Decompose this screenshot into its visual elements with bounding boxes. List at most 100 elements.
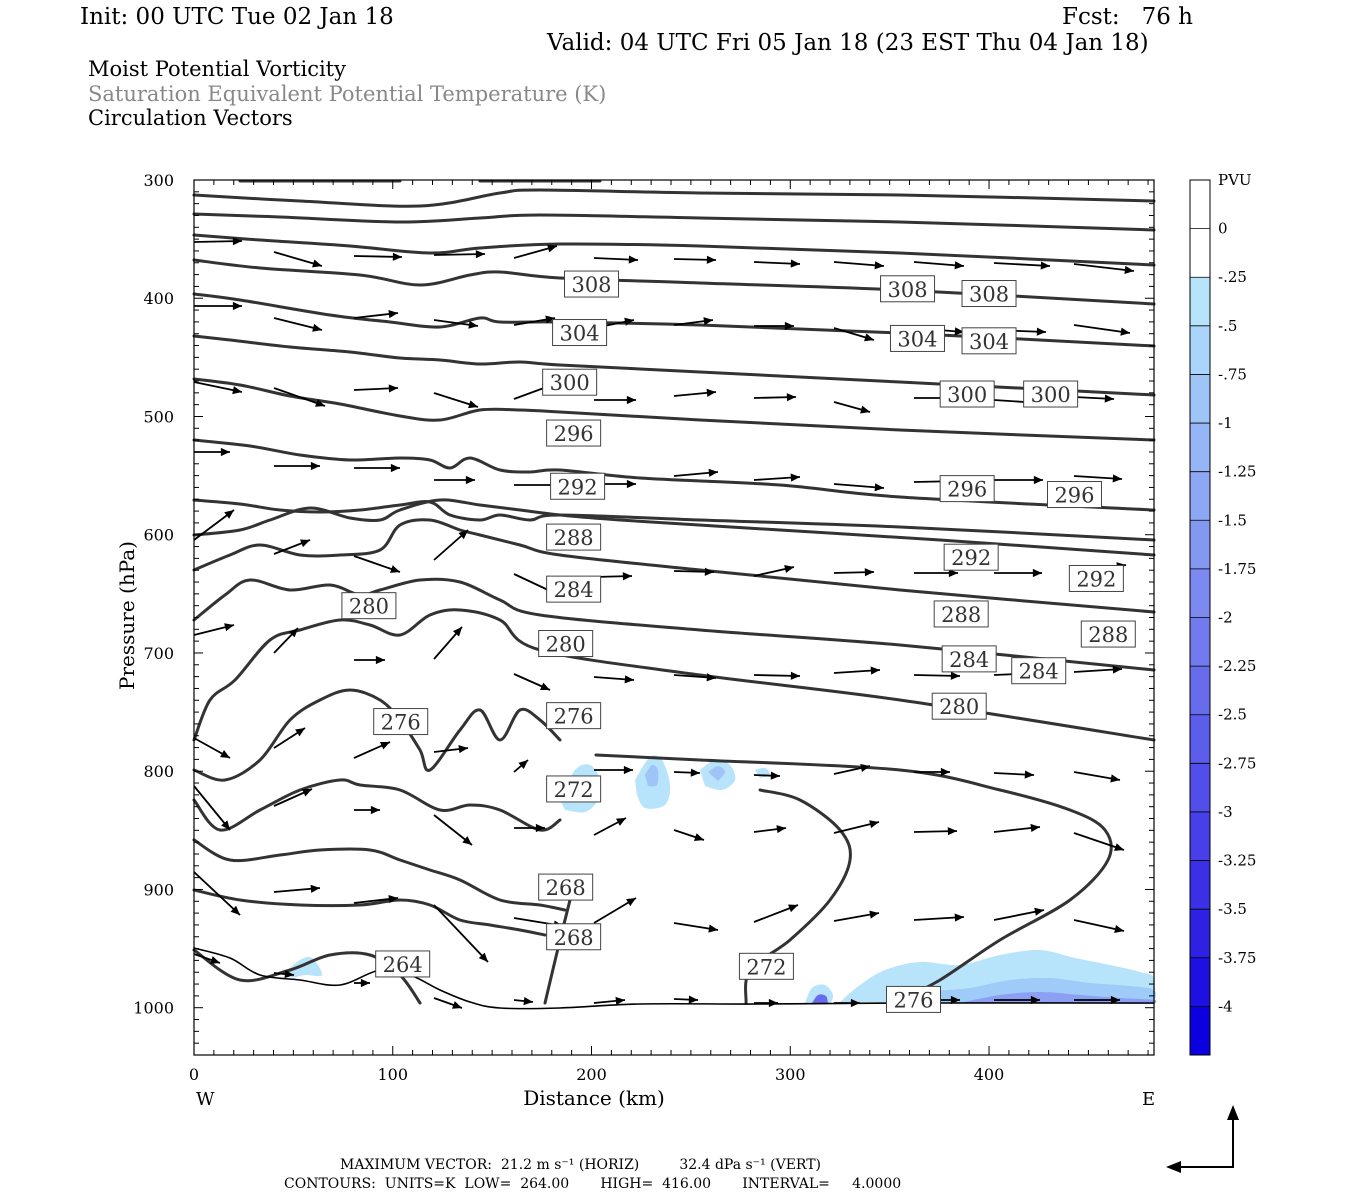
x-tick-0: 0 [189, 1065, 199, 1084]
contour-label-292: 292 [1068, 564, 1124, 592]
colorbar-level-9: -2.25 [1218, 657, 1256, 675]
circulation-vector-4 [513, 244, 558, 259]
circulation-vector-48 [193, 509, 235, 541]
circulation-vector-85 [273, 788, 313, 807]
circulation-vector-79 [753, 771, 781, 780]
circulation-vector-84 [193, 785, 231, 831]
circulation-vector-119 [1074, 995, 1120, 1005]
contour-label-284: 284 [1011, 657, 1067, 685]
circulation-vector-110 [354, 978, 370, 988]
circulation-vector-6 [673, 255, 717, 264]
colorbar-level-2: -.5 [1218, 317, 1237, 335]
y-tick-900: 900 [143, 880, 174, 899]
svg-text:300: 300 [1031, 383, 1071, 407]
colorbar-swatch-12 [1190, 763, 1210, 812]
svg-text:304: 304 [969, 330, 1009, 354]
svg-text:284: 284 [1019, 660, 1059, 684]
circulation-vector-35 [1073, 394, 1115, 403]
circulation-vector-74 [353, 741, 391, 759]
circulation-vector-20 [833, 327, 875, 342]
theta-contours [192, 179, 1156, 1010]
circulation-vector-111 [433, 997, 463, 1009]
circulation-vector-32 [833, 401, 871, 414]
x-tick-200: 200 [576, 1065, 607, 1084]
circulation-vector-18 [673, 317, 714, 326]
contour-label-300: 300 [939, 380, 995, 408]
colorbar-swatch-9 [1190, 617, 1210, 667]
circulation-vector-15 [433, 319, 479, 329]
valid-time: Valid: 04 UTC Fri 05 Jan 18 (23 EST Thu … [547, 30, 1149, 56]
y-tick-700: 700 [143, 644, 174, 663]
circulation-vector-97 [273, 884, 321, 893]
svg-text:284: 284 [949, 648, 989, 672]
theta-contour-11 [192, 498, 1156, 557]
circulation-vector-44 [833, 483, 885, 492]
surface-line [193, 947, 1155, 1010]
circulation-vector-10 [993, 261, 1051, 270]
colorbar-swatch-0 [1190, 180, 1210, 229]
theta-contour-7 [192, 334, 1156, 397]
pv-colorbar: PVU 0 -.25 -.5 -.75 -1 -1.25 -1.5 -1.75 -2 -2.25 -2… [1189, 171, 1256, 1056]
circulation-vector-24 [193, 381, 243, 395]
colorbar-swatch-7 [1190, 520, 1210, 569]
contour-label-276: 276 [886, 985, 942, 1013]
circulation-vector-87 [433, 814, 473, 846]
colorbar-swatch-3 [1190, 325, 1210, 375]
theta-contour-21 [594, 753, 1113, 1002]
x-tick-100: 100 [377, 1065, 408, 1084]
circulation-vector-51 [433, 529, 469, 561]
colorbar-level-0: 0 [1218, 220, 1228, 238]
svg-text:292: 292 [558, 475, 598, 499]
theta-contour-4 [192, 233, 1156, 267]
theta-contour-14 [192, 608, 1156, 742]
circulation-vector-114 [673, 995, 699, 1004]
contour-label-272: 272 [546, 775, 602, 803]
colorbar-level-16: -4 [1218, 997, 1233, 1015]
circulation-vector-118 [994, 995, 1040, 1005]
circulation-vector-31 [753, 393, 797, 402]
circulation-vector-81 [914, 767, 950, 777]
contour-label-308: 308 [564, 270, 620, 298]
circulation-vector-80 [833, 764, 871, 775]
x-axis-label: Distance (km) [523, 1086, 665, 1110]
svg-text:304: 304 [897, 327, 937, 351]
circulation-vector-50 [353, 555, 401, 573]
circulation-vector-56 [833, 568, 875, 577]
field-theta-title: Saturation Equivalent Potential Temperat… [88, 82, 607, 106]
circulation-vector-39 [434, 475, 475, 485]
x-end-label-west: W [196, 1089, 215, 1110]
circulation-vector-94 [993, 823, 1041, 833]
circulation-vector-5 [593, 255, 639, 264]
contour-labels: 308 308 308 304 304 304 300 300 300 296 296 296 292 2… [341, 270, 1136, 1013]
contour-label-276: 276 [373, 708, 429, 736]
circulation-vector-96 [193, 871, 241, 916]
theta-contour-18 [192, 888, 547, 937]
colorbar-swatch-16 [1190, 957, 1210, 1007]
circulation-vector-26 [353, 384, 399, 393]
circulation-vector-102 [673, 922, 719, 933]
circulation-vector-55 [753, 565, 795, 577]
colorbar-level-1: -.25 [1218, 268, 1247, 286]
svg-text:280: 280 [546, 633, 586, 657]
contour-label-308: 308 [961, 280, 1017, 308]
y-tick-400: 400 [143, 289, 174, 308]
y-tick-800: 800 [143, 762, 174, 781]
colorbar-swatch-2 [1190, 277, 1210, 326]
contour-label-264: 264 [375, 950, 431, 978]
contours-note: CONTOURS: UNITS=K LOW= 264.00 HIGH= 416.… [284, 1176, 902, 1192]
contour-label-276: 276 [546, 702, 602, 730]
circulation-vector-105 [913, 913, 965, 922]
svg-text:300: 300 [947, 383, 987, 407]
colorbar-swatch-15 [1190, 909, 1210, 958]
y-tick-600: 600 [143, 526, 174, 545]
circulation-vector-68 [833, 666, 881, 675]
svg-text:296: 296 [1054, 484, 1094, 508]
circulation-vector-73 [273, 727, 306, 749]
colorbar-level-10: -2.5 [1218, 706, 1247, 724]
circulation-vector-93 [913, 827, 958, 836]
circulation-vector-46 [994, 475, 1043, 485]
forecast-hour: Fcst: 76 h [1062, 4, 1193, 30]
circulation-vector-83 [1073, 771, 1121, 783]
theta-contour-15 [192, 688, 562, 782]
